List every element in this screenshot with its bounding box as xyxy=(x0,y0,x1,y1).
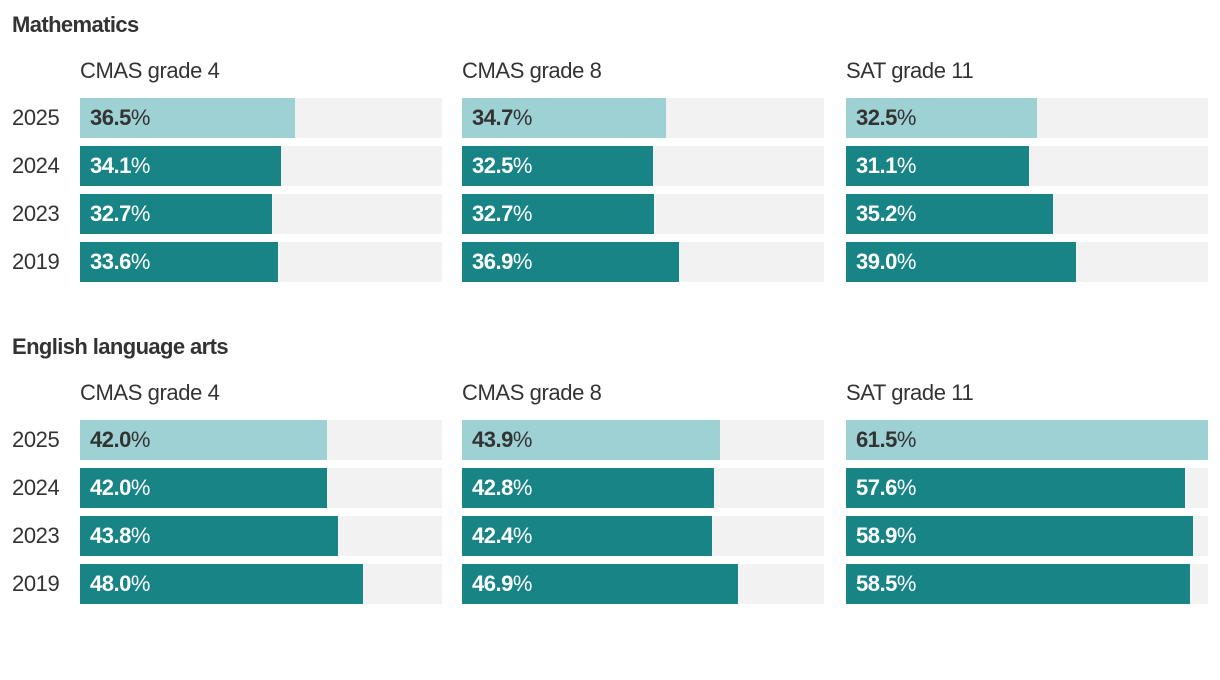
bar-value-label: 36.9% xyxy=(472,249,532,274)
bar-track: 43.9% xyxy=(462,420,824,460)
year-label: 2023 xyxy=(12,201,60,226)
bar xyxy=(80,564,363,604)
bar xyxy=(462,242,680,282)
bar-value-label: 32.7% xyxy=(90,201,150,226)
bar-value-label: 32.5% xyxy=(472,153,532,178)
bar-value-label: 57.6% xyxy=(856,475,916,500)
bar-track: 32.7% xyxy=(462,194,824,234)
bar xyxy=(462,98,667,138)
bar xyxy=(80,420,328,460)
bar-track: 57.6% xyxy=(846,468,1208,508)
bar-track: 42.0% xyxy=(80,420,442,460)
bar-track: 32.5% xyxy=(462,146,824,186)
bar-value-label: 34.7% xyxy=(472,105,532,130)
bar-value-label: 36.5% xyxy=(90,105,150,130)
bar-value-label: 58.5% xyxy=(856,571,916,596)
bar-track: 42.0% xyxy=(80,468,442,508)
bar-value-label: 31.1% xyxy=(856,153,916,178)
bar xyxy=(846,98,1038,138)
bar-value-label: 42.0% xyxy=(90,427,150,452)
bar xyxy=(80,194,273,234)
bar-track: 32.7% xyxy=(80,194,442,234)
bar-value-label: 39.0% xyxy=(856,249,916,274)
bar-value-label: 34.1% xyxy=(90,153,150,178)
bar-track: 35.2% xyxy=(846,194,1208,234)
bar-track: 58.9% xyxy=(846,516,1208,556)
bar-track: 61.5% xyxy=(846,420,1208,460)
year-label: 2019 xyxy=(12,571,60,596)
section-title: Mathematics xyxy=(12,12,139,37)
bar xyxy=(80,98,295,138)
bar xyxy=(80,242,278,282)
bar-value-label: 32.5% xyxy=(856,105,916,130)
bar-track: 32.5% xyxy=(846,98,1208,138)
column-title: SAT grade 11 xyxy=(846,58,974,83)
bar-value-label: 35.2% xyxy=(856,201,916,226)
bar-value-label: 43.8% xyxy=(90,523,150,548)
bar xyxy=(462,420,721,460)
bar-track: 33.6% xyxy=(80,242,442,282)
bar-track: 39.0% xyxy=(846,242,1208,282)
bar-value-label: 42.0% xyxy=(90,475,150,500)
bar xyxy=(846,564,1191,604)
bar xyxy=(462,468,714,508)
year-label: 2025 xyxy=(12,105,60,130)
year-label: 2019 xyxy=(12,249,60,274)
column-title: CMAS grade 8 xyxy=(462,58,602,83)
bar xyxy=(846,468,1186,508)
bar-value-label: 46.9% xyxy=(472,571,532,596)
bar-track: 42.4% xyxy=(462,516,824,556)
bar-track: 31.1% xyxy=(846,146,1208,186)
bar-track: 46.9% xyxy=(462,564,824,604)
bar-track: 36.9% xyxy=(462,242,824,282)
bar-track: 34.7% xyxy=(462,98,824,138)
column-title: SAT grade 11 xyxy=(846,380,974,405)
bar xyxy=(80,146,281,186)
column-title: CMAS grade 4 xyxy=(80,58,220,83)
bar-track: 34.1% xyxy=(80,146,442,186)
bar xyxy=(462,516,712,556)
bar-value-label: 33.6% xyxy=(90,249,150,274)
bar-value-label: 42.4% xyxy=(472,523,532,548)
bar-track: 58.5% xyxy=(846,564,1208,604)
bar-track: 48.0% xyxy=(80,564,442,604)
column-title: CMAS grade 8 xyxy=(462,380,602,405)
bar-value-label: 42.8% xyxy=(472,475,532,500)
bar xyxy=(80,516,338,556)
bar-value-label: 32.7% xyxy=(472,201,532,226)
bar xyxy=(462,146,654,186)
bar xyxy=(462,564,739,604)
bar-track: 43.8% xyxy=(80,516,442,556)
bar xyxy=(80,468,328,508)
year-label: 2024 xyxy=(12,475,60,500)
year-label: 2023 xyxy=(12,523,60,548)
bar-track: 36.5% xyxy=(80,98,442,138)
bar xyxy=(846,194,1054,234)
bar-value-label: 43.9% xyxy=(472,427,532,452)
year-label: 2024 xyxy=(12,153,60,178)
bar xyxy=(846,516,1193,556)
bar xyxy=(846,420,1208,460)
bar-value-label: 61.5% xyxy=(856,427,916,452)
bar-track: 42.8% xyxy=(462,468,824,508)
bar xyxy=(846,146,1030,186)
bar-value-label: 58.9% xyxy=(856,523,916,548)
section-title: English language arts xyxy=(12,334,229,359)
bar xyxy=(462,194,655,234)
bar-value-label: 48.0% xyxy=(90,571,150,596)
bar xyxy=(846,242,1076,282)
year-label: 2025 xyxy=(12,427,60,452)
column-title: CMAS grade 4 xyxy=(80,380,220,405)
